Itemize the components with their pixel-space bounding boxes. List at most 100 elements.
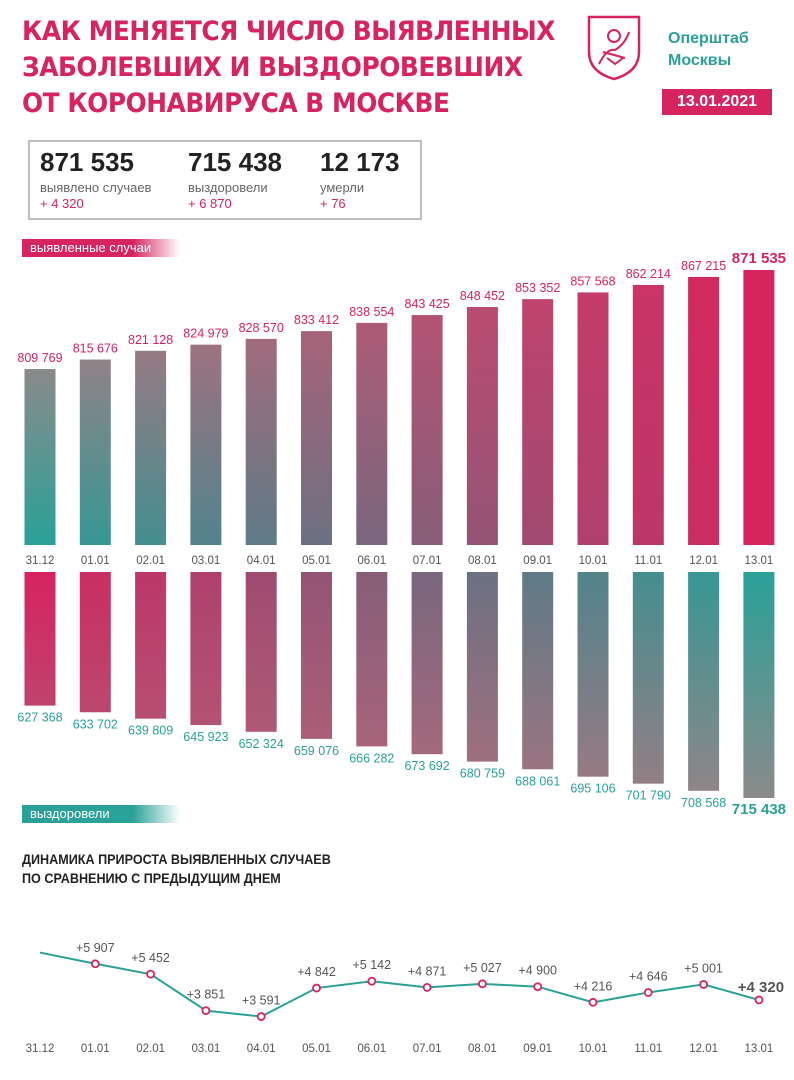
dynamics-value-label: +4 646 xyxy=(629,970,668,984)
cases-value-label: 867 215 xyxy=(681,259,726,273)
dynamics-value-label: +5 907 xyxy=(76,941,115,955)
dynamics-category-label: 11.01 xyxy=(634,1043,662,1055)
cases-value-label: 838 554 xyxy=(349,305,394,319)
dynamics-point xyxy=(533,982,543,992)
page-title: Как меняется число выявленных заболевших… xyxy=(22,14,555,122)
dynamics-point xyxy=(643,988,653,997)
stat-cases-value: 871 535 xyxy=(40,147,134,177)
cases-category-label: 10.01 xyxy=(579,555,608,567)
cases-category-label: 04.01 xyxy=(247,555,276,567)
recovered-value-label: 680 759 xyxy=(460,767,505,781)
cases-bar xyxy=(356,322,388,545)
cases-category-label: 05.01 xyxy=(302,555,331,567)
recovered-value-label: 633 702 xyxy=(73,717,118,731)
cases-bar xyxy=(522,299,554,545)
dynamics-category-label: 02.01 xyxy=(136,1043,165,1055)
dynamics-point xyxy=(422,982,432,992)
title-line-1: Как меняется число выявленных xyxy=(22,16,555,47)
dynamics-value-label: +5 027 xyxy=(463,961,502,975)
cases-category-label: 06.01 xyxy=(357,555,386,567)
cases-bar xyxy=(190,344,222,545)
dynamics-point xyxy=(312,983,321,993)
cases-bar xyxy=(411,315,443,545)
dynamics-value-label: +5 452 xyxy=(131,951,170,965)
recovered-bar xyxy=(190,572,222,726)
dynamics-line xyxy=(39,951,760,1018)
cases-value-label: 871 535 xyxy=(732,250,786,267)
recovered-bar xyxy=(24,572,56,706)
dynamics-value-label: +4 871 xyxy=(408,964,447,978)
cases-bar xyxy=(79,359,111,545)
cases-category-label: 01.01 xyxy=(81,555,110,567)
cases-bar xyxy=(466,307,498,545)
stat-deaths-label: умерли xyxy=(320,180,365,195)
cases-category-label: 02.01 xyxy=(136,555,165,567)
dynamics-line-chart: 31.12 +5 907 01.01 +5 452 02.01 +3 851 03.01 +3… xyxy=(26,941,784,1055)
dynamics-value-label: +3 591 xyxy=(242,994,281,1008)
cases-category-label: 11.01 xyxy=(634,555,662,567)
dynamics-category-label: 04.01 xyxy=(247,1043,276,1055)
recovered-value-label: 645 923 xyxy=(183,730,228,744)
cases-legend-pill: выявленные случаи xyxy=(22,239,180,257)
recovered-bar xyxy=(522,572,554,770)
dynamics-title: Динамика прироста выявленных случаев по … xyxy=(22,850,331,888)
recovered-bar xyxy=(577,572,609,777)
stat-recovered-label: выздоровели xyxy=(188,180,268,195)
dynamics-category-label: 01.01 xyxy=(81,1043,110,1055)
dynamics-category-label: 09.01 xyxy=(523,1043,552,1055)
dynamics-value-label: +4 900 xyxy=(518,964,557,978)
recovered-bar xyxy=(79,572,111,713)
cases-value-label: 853 352 xyxy=(515,281,560,295)
stat-deaths-delta: + 76 xyxy=(320,196,346,211)
recovered-bar xyxy=(688,572,720,791)
recovered-value-label: 688 061 xyxy=(515,774,560,788)
stat-deaths: 12 173 умерли + 76 xyxy=(320,146,400,212)
dynamics-category-label: 07.01 xyxy=(413,1043,442,1055)
dynamics-category-label: 03.01 xyxy=(192,1043,221,1055)
cases-category-label: 08.01 xyxy=(468,555,497,567)
cases-value-label: 821 128 xyxy=(128,333,173,347)
brand-line-2: Москвы xyxy=(668,52,732,69)
dynamics-category-label: 31.12 xyxy=(26,1043,55,1055)
stat-cases-delta: + 4 320 xyxy=(40,196,84,211)
dynamics-value-label: +4 320 xyxy=(738,979,784,996)
cases-value-label: 809 769 xyxy=(17,351,62,365)
date-badge: 13.01.2021 xyxy=(662,89,772,115)
dynamics-point xyxy=(477,979,487,989)
dynamics-point xyxy=(699,980,708,989)
recovered-value-label: 639 809 xyxy=(128,724,173,738)
cases-category-label: 12.01 xyxy=(689,555,718,567)
recovered-value-label: 627 368 xyxy=(17,711,62,725)
stat-recovered-value: 715 438 xyxy=(188,147,282,177)
dynamics-point xyxy=(256,1012,266,1021)
recovered-value-label: 652 324 xyxy=(239,737,284,751)
cases-value-label: 824 979 xyxy=(183,327,228,341)
cases-category-label: 31.12 xyxy=(26,555,55,567)
recovered-legend-pill: выздоровели xyxy=(22,805,180,823)
dynamics-point xyxy=(146,969,156,979)
brand-line-1: Оперштаб xyxy=(668,30,749,47)
recovered-value-label: 701 790 xyxy=(626,789,671,803)
recovered-value-label: 695 106 xyxy=(570,782,615,796)
cases-bar xyxy=(688,276,720,545)
dynamics-category-label: 12.01 xyxy=(689,1043,718,1055)
cases-value-label: 828 570 xyxy=(239,321,284,335)
cases-value-label: 833 412 xyxy=(294,313,339,327)
dynamics-title-line-2: по сравнению с предыдущим днем xyxy=(22,870,281,886)
recovered-bar xyxy=(632,572,664,784)
dynamics-value-label: +5 001 xyxy=(684,961,723,975)
cases-bar xyxy=(245,338,277,545)
cases-value-label: 848 452 xyxy=(460,289,505,303)
stat-recovered: 715 438 выздоровели + 6 870 xyxy=(188,146,282,212)
stat-recovered-delta: + 6 870 xyxy=(188,196,232,211)
dynamics-value-label: +5 142 xyxy=(353,958,392,972)
cases-bar-chart: 809 769 31.12 815 676 01.01 821 128 02.01 824 … xyxy=(17,250,786,567)
cases-category-label: 03.01 xyxy=(192,555,221,567)
cases-bar xyxy=(24,369,56,545)
dynamics-point xyxy=(201,1006,211,1016)
cases-bar xyxy=(577,292,609,545)
cases-category-label: 13.01 xyxy=(745,555,774,567)
recovered-value-label: 673 692 xyxy=(405,759,450,773)
cases-value-label: 857 568 xyxy=(570,274,615,288)
